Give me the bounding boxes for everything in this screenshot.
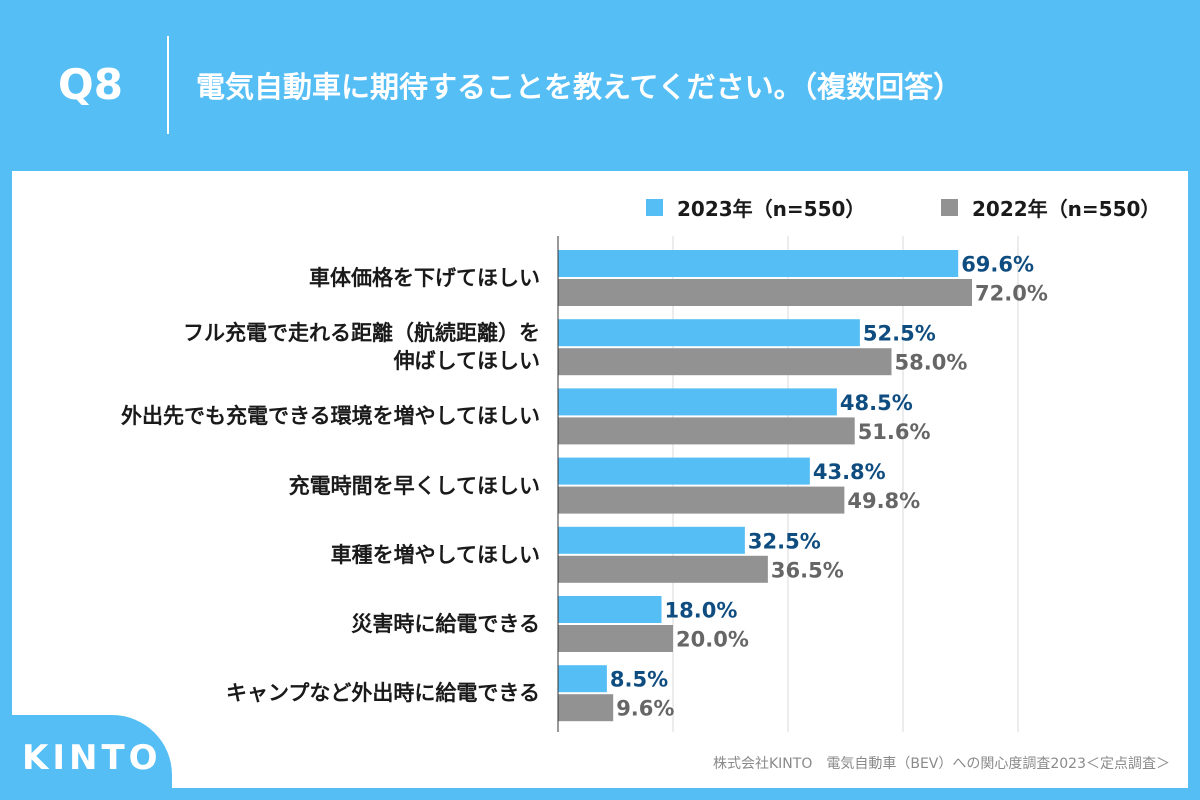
logo-tab: [0, 715, 172, 800]
legend-swatch-2023: [646, 198, 663, 216]
bar-2022-4: [558, 486, 845, 514]
header-divider: [167, 36, 169, 134]
data-label-2023-3: 48.5%: [840, 391, 913, 415]
bar-2023-6: [558, 596, 662, 623]
data-label-2023-5: 32.5%: [748, 529, 821, 553]
data-label-2022-4: 49.8%: [847, 489, 920, 513]
legend-item-2022: 2022年（n=550）: [941, 194, 1161, 221]
bar-2022-7: [558, 694, 614, 722]
bar-2023-4: [558, 457, 810, 485]
bar-2023-3: [558, 388, 837, 416]
category-label-4: 充電時間を早くしてほしい: [288, 473, 540, 498]
data-label-2023-1: 69.6%: [961, 253, 1034, 277]
bar-2022-1: [558, 279, 972, 306]
bar-2022-5: [558, 555, 768, 583]
category-label-6: 災害時に給電できる: [351, 612, 540, 636]
data-label-2023-7: 8.5%: [610, 668, 668, 692]
legend-swatch-2022: [941, 198, 958, 216]
bar-2023-5: [558, 526, 745, 554]
data-label-2023-6: 18.0%: [665, 599, 738, 623]
bar-2023-1: [558, 250, 959, 277]
data-label-2022-5: 36.5%: [771, 558, 844, 582]
category-label-1: 車体価格を下げてほしい: [309, 266, 540, 290]
data-label-2022-7: 9.6%: [616, 697, 674, 721]
data-label-2022-6: 20.0%: [676, 628, 749, 652]
category-label-7: キャンプなど外出時に給電できる: [226, 681, 540, 706]
legend-item-2023: 2023年（n=550）: [646, 194, 866, 221]
data-label-2022-3: 51.6%: [858, 420, 931, 444]
question-number: Q8: [58, 60, 123, 109]
data-label-2023-2: 52.5%: [863, 322, 936, 346]
category-label-2: フル充電で走れる距離（航続距離）を 伸ばしてほしい: [183, 321, 540, 374]
bar-2022-6: [558, 625, 673, 652]
category-label-3: 外出先でも充電できる環境を増やしてほしい: [121, 404, 540, 429]
question-title: 電気自動車に期待することを教えてください。（複数回答）: [196, 70, 963, 104]
bar-2022-2: [558, 348, 892, 376]
bar-2022-3: [558, 417, 855, 445]
legend-label-2023: 2023年（n=550）: [677, 196, 866, 221]
bar-2023-2: [558, 319, 860, 347]
kinto-logo: KINTO: [22, 738, 162, 778]
bar-2023-7: [558, 665, 607, 693]
category-label-5: 車種を増やしてほしい: [330, 542, 540, 567]
data-label-2022-2: 58.0%: [895, 351, 968, 375]
source-note: 株式会社KINTO 電気自動車（BEV）への関心度調査2023＜定点調査＞: [712, 756, 1170, 772]
legend-label-2022: 2022年（n=550）: [972, 196, 1161, 221]
data-label-2022-1: 72.0%: [975, 282, 1048, 306]
data-label-2023-4: 43.8%: [813, 460, 886, 484]
